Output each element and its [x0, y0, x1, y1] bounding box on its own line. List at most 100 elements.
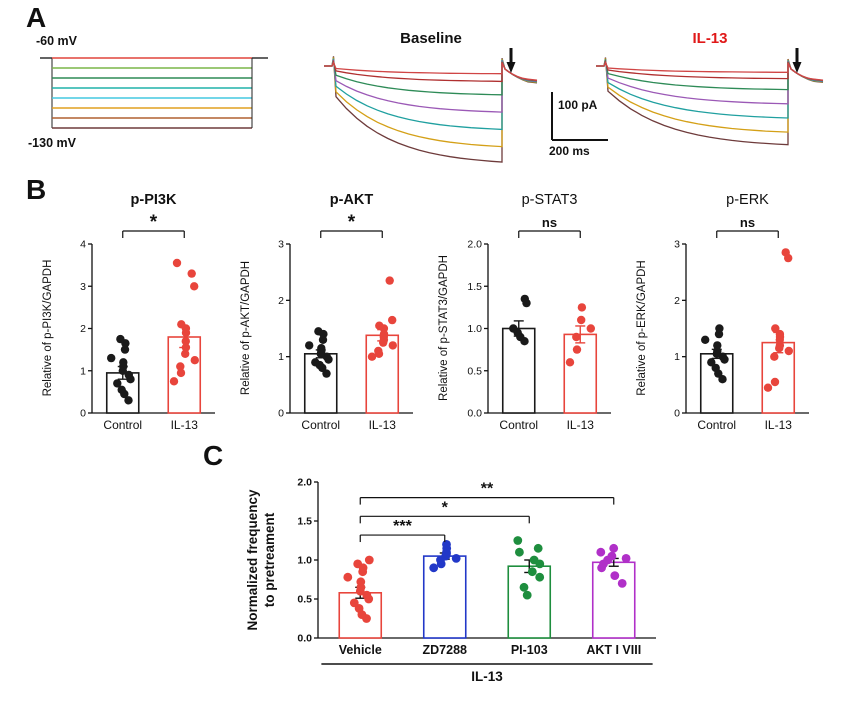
- data-point: [107, 353, 116, 363]
- y-tick-label: 4: [80, 239, 86, 251]
- category-label: IL-13: [567, 418, 595, 432]
- data-point: [610, 571, 620, 580]
- data-point: [451, 554, 461, 563]
- data-point: [120, 345, 130, 354]
- y-axis-label: Relative of p-AKT/GAPDH: [240, 260, 252, 396]
- data-point: [305, 341, 314, 350]
- sig-label: **: [481, 481, 494, 498]
- data-point: [577, 315, 586, 325]
- y-tick-label: 1.0: [297, 555, 312, 567]
- data-point: [190, 356, 199, 365]
- y-tick-label: 2: [278, 295, 284, 307]
- data-point: [364, 555, 374, 565]
- y-tick-label: 1: [278, 351, 284, 363]
- data-point: [124, 370, 133, 380]
- scale-bar: [551, 92, 608, 141]
- chart-block-p-erk: p-ERK Relative of p-ERK/GAPDH 0 1 2 3 Contro…: [636, 192, 828, 440]
- sig-label: ***: [393, 518, 412, 535]
- scale-vertical-label: 100 pA: [558, 98, 598, 112]
- y-tick-label: 2: [674, 295, 680, 307]
- il13-title-text: IL-13: [692, 30, 728, 47]
- data-point: [353, 559, 363, 569]
- data-point: [181, 343, 191, 352]
- sig-label: ns: [740, 215, 755, 230]
- data-point: [176, 368, 186, 378]
- data-point: [715, 324, 724, 333]
- data-point: [119, 358, 128, 367]
- il13-current-traces: [596, 48, 824, 146]
- voltage-protocol-diagram: [40, 57, 268, 129]
- category-label: ZD7288: [423, 643, 468, 657]
- chart-svg-p-stat3: 0.0 0.5 1.0 1.5 2.0 Control IL-13 ns: [467, 215, 611, 432]
- protocol-voltage-bottom-label: -130 mV: [28, 136, 76, 150]
- data-point: [572, 332, 581, 342]
- data-point: [771, 324, 780, 333]
- y-tick-label: 0.0: [297, 633, 312, 645]
- data-point: [515, 547, 524, 557]
- category-label: PI-103: [511, 643, 548, 657]
- y-tick-label: 0: [80, 408, 86, 420]
- sig-label: ns: [542, 215, 557, 230]
- data-point: [535, 572, 545, 582]
- data-point: [527, 567, 537, 577]
- data-point: [781, 248, 790, 257]
- data-point: [388, 341, 397, 350]
- data-point: [124, 396, 133, 405]
- y-axis-label: Relative of p-ERK/GAPDH: [636, 260, 648, 396]
- data-point: [374, 346, 383, 356]
- data-point: [533, 543, 543, 553]
- y-tick-label: 1: [80, 365, 86, 377]
- chart-title: p-PI3K: [130, 192, 177, 208]
- y-tick-label: 1.0: [467, 323, 482, 335]
- y-tick-label: 0.0: [467, 408, 482, 420]
- current-trace: [596, 61, 824, 81]
- y-axis-label: Relative of p-PI3K/GAPDH: [42, 259, 54, 397]
- baseline-current-traces: [324, 48, 538, 163]
- category-label: Control: [103, 418, 142, 432]
- data-point: [565, 358, 575, 367]
- current-trace: [324, 60, 538, 81]
- data-point: [343, 572, 353, 582]
- y-axis-label: Relative of p-STAT3/GAPDH: [438, 255, 450, 401]
- category-label: Vehicle: [339, 643, 382, 657]
- data-point: [775, 329, 785, 339]
- baseline-title: Baseline: [400, 30, 462, 47]
- chart-block-p-stat3: p-STAT3 Relative of p-STAT3/GAPDH 0.0 0.5…: [438, 192, 630, 440]
- data-point: [442, 540, 451, 549]
- data-point: [388, 315, 397, 325]
- y-tick-label: 1.5: [467, 281, 482, 293]
- data-point: [621, 554, 631, 563]
- category-label: Control: [697, 418, 736, 432]
- sig-label: *: [150, 212, 158, 233]
- data-point: [113, 379, 122, 388]
- y-tick-label: 1.5: [297, 516, 312, 528]
- data-point: [356, 577, 366, 587]
- data-point: [177, 320, 186, 329]
- data-point: [770, 377, 780, 387]
- data-point: [572, 345, 582, 354]
- data-point: [520, 294, 529, 304]
- data-point: [181, 337, 190, 346]
- data-point: [317, 344, 326, 353]
- data-point: [509, 324, 518, 333]
- data-point: [117, 385, 126, 394]
- data-point: [596, 547, 606, 557]
- category-label: Control: [499, 418, 538, 432]
- y-tick-label: 2: [80, 323, 86, 335]
- chart-block-p-akt: p-AKT Relative of p-AKT/GAPDH 0 1 2 3 Contro…: [240, 192, 432, 440]
- chart-svg-p-pi3k: 0 1 2 3 4 Control IL-13 *: [80, 212, 215, 432]
- category-label: Control: [301, 418, 340, 432]
- category-label: IL-13: [369, 418, 397, 432]
- data-point: [176, 362, 185, 371]
- data-point: [529, 555, 539, 565]
- data-point: [763, 383, 773, 392]
- data-point: [385, 276, 394, 285]
- data-point: [770, 352, 779, 361]
- category-label: AKT I VIII: [586, 643, 641, 657]
- panel-b-label: B: [26, 174, 47, 205]
- data-point: [181, 349, 190, 358]
- bar: [699, 353, 734, 414]
- chart-block-normalized-frequency: Normalized frequency to pretreament 0.0 0…: [222, 452, 692, 702]
- current-trace: [596, 60, 824, 105]
